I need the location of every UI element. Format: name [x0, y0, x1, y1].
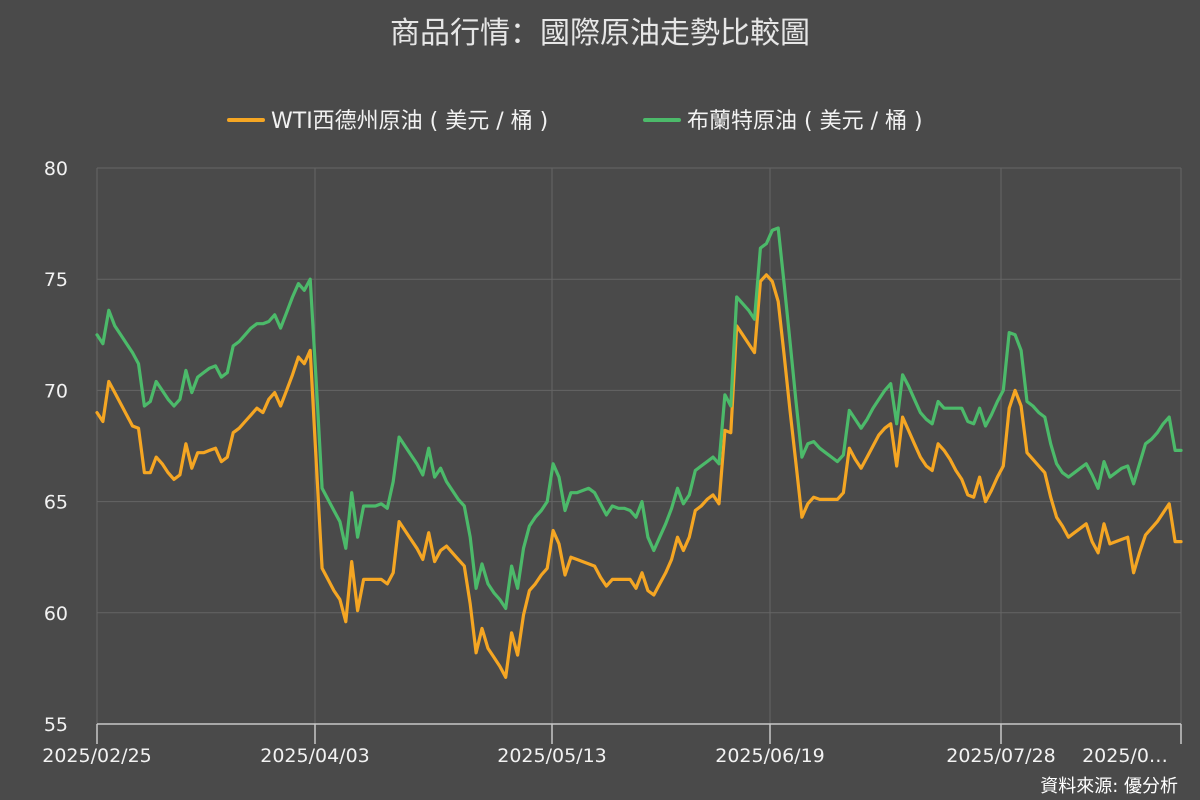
legend: WTI西德州原油 ( 美元 / 桶 ) 布蘭特原油 ( 美元 / 桶 ) [227, 109, 923, 134]
grid [96, 167, 1182, 724]
series-line-brent [95, 226, 1183, 611]
y-tick-label: 60 [44, 603, 68, 625]
axes: 55 60 65 70 75 80 2025/02/25 2025/04/03 2025/05/… [42, 158, 1182, 767]
legend-label-brent: 布蘭特原油 ( 美元 / 桶 ) [687, 109, 923, 134]
x-tick-label: 2025/02/25 [42, 745, 152, 767]
y-tick-label: 55 [44, 714, 68, 736]
x-tick-label: 2025/05/13 [497, 745, 607, 767]
series-line-wti [95, 273, 1183, 679]
x-tick-label: 2025/04/03 [260, 745, 370, 767]
y-tick-label: 70 [44, 380, 68, 402]
y-tick-label: 80 [44, 158, 68, 180]
legend-label-wti: WTI西德州原油 ( 美元 / 桶 ) [271, 109, 548, 134]
y-tick-label: 75 [44, 269, 68, 291]
x-tick-label: 2025/0… [1082, 745, 1168, 767]
chart-title: 商品行情：國際原油走勢比較圖 [390, 16, 810, 51]
y-tick-label: 65 [44, 492, 68, 514]
x-tick-label: 2025/06/19 [715, 745, 825, 767]
series-lines [95, 226, 1183, 679]
data-source-note: 資料來源: 優分析 [1040, 776, 1178, 797]
x-tick-label: 2025/07/28 [946, 745, 1056, 767]
